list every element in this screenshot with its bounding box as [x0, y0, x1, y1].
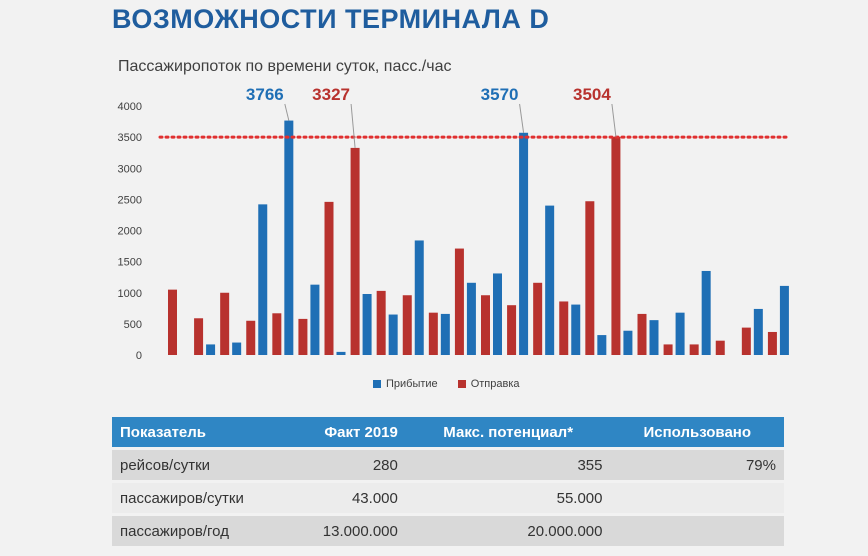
bar-arrival [388, 314, 398, 355]
bar-departure [611, 136, 621, 355]
annotation-leader [519, 103, 525, 133]
table-row: рейсов/сутки 280 355 79% [112, 450, 784, 480]
table-row: пассажиров/год 13.000.000 20.000.000 [112, 516, 784, 546]
annotation-leader [284, 103, 290, 121]
cell-indicator: пассажиров/сутки [112, 483, 278, 513]
header-indicator: Показатель [112, 417, 278, 447]
annotation-leader [611, 103, 617, 137]
legend-swatch-departure [457, 380, 466, 388]
cell-fact: 43.000 [278, 483, 406, 513]
bar-departure [689, 344, 699, 355]
bar-departure [507, 305, 517, 355]
chart-legend: Прибытие Отправка [373, 378, 520, 390]
bar-departure [246, 320, 256, 355]
legend-label-arrival: Прибытие [386, 378, 438, 390]
bar-arrival [545, 205, 555, 355]
bar-arrival [206, 344, 216, 355]
bar-departure [663, 344, 673, 355]
annotation-label: 3327 [312, 85, 350, 104]
cell-used [610, 483, 784, 513]
bar-arrival [675, 312, 685, 355]
bar-arrival [649, 320, 659, 355]
cell-potential: 55.000 [405, 483, 611, 513]
y-tick-label: 3000 [118, 163, 142, 175]
bar-departure [324, 201, 334, 355]
bar-chart: 0 500 1000 1500 2000 2500 3000 3500 4000 3766 3327… [118, 85, 789, 362]
bar-arrival [466, 282, 476, 355]
bar-departure [402, 295, 412, 355]
cell-used: 79% [610, 450, 784, 480]
bar-departure [741, 327, 751, 355]
table-row: пассажиров/сутки 43.000 55.000 [112, 483, 784, 513]
header-max-potential: Макс. потенциал* [405, 417, 611, 447]
table-header-row: Показатель Факт 2019 Макс. потенциал* Ис… [112, 417, 784, 447]
y-tick-label: 500 [124, 319, 142, 331]
cell-potential: 355 [405, 450, 611, 480]
bar-arrival [258, 204, 268, 355]
legend-label-departure: Отправка [470, 378, 520, 390]
cell-indicator: пассажиров/год [112, 516, 278, 546]
bar-departure [272, 313, 282, 355]
annotation-label: 3570 [481, 85, 519, 104]
bar-departure [350, 147, 360, 355]
bar-arrival [284, 120, 294, 355]
y-tick-label: 0 [136, 350, 142, 362]
bar-arrival [310, 284, 320, 355]
chart-title: Пассажиропоток по времени суток, пасс./ч… [118, 58, 452, 75]
page-title: ВОЗМОЖНОСТИ ТЕРМИНАЛА D [112, 4, 550, 34]
y-tick-label: 2500 [118, 194, 142, 206]
y-tick-label: 3500 [118, 132, 142, 144]
header-fact-2019: Факт 2019 [278, 417, 406, 447]
legend-swatch-arrival [373, 380, 381, 388]
y-tick-label: 2000 [118, 226, 142, 238]
bar-arrival [571, 304, 581, 355]
bar-arrival [519, 132, 529, 355]
bar-arrival [362, 293, 372, 355]
annotation-label: 3766 [246, 85, 284, 104]
bar-arrival [414, 240, 424, 355]
cell-fact: 280 [278, 450, 406, 480]
bar-arrival [336, 351, 346, 355]
stats-table: Показатель Факт 2019 Макс. потенциал* Ис… [112, 414, 784, 549]
bar-arrival [701, 270, 711, 355]
y-tick-label: 1500 [118, 257, 142, 269]
bar-arrival [232, 342, 242, 355]
bar-departure [194, 318, 204, 355]
annotation-label: 3504 [573, 85, 611, 104]
bar-arrival [440, 313, 450, 355]
cell-indicator: рейсов/сутки [112, 450, 278, 480]
bar-arrival [597, 335, 607, 355]
bar-arrival [753, 308, 763, 355]
legend-item-departure: Отправка [457, 378, 520, 390]
cell-fact: 13.000.000 [278, 516, 406, 546]
bar-departure [376, 290, 386, 355]
bar-departure [767, 331, 777, 355]
bar-arrival [623, 330, 633, 355]
bar-departure [428, 312, 438, 355]
bar-departure [168, 289, 177, 355]
bar-departure [585, 201, 595, 355]
bar-departure [559, 301, 569, 355]
y-tick-label: 1000 [118, 288, 142, 300]
bar-departure [715, 340, 725, 355]
bar-arrival [493, 273, 502, 355]
bar-departure [454, 248, 464, 355]
header-used: Использовано [610, 417, 784, 447]
bar-arrival [779, 285, 789, 355]
bar-departure [637, 313, 647, 355]
y-tick-label: 4000 [118, 101, 142, 113]
bar-departure [298, 318, 308, 355]
bar-departure [220, 292, 230, 355]
bar-departure [481, 295, 490, 355]
cell-used [610, 516, 784, 546]
legend-item-arrival: Прибытие [373, 378, 438, 390]
annotation-leader [350, 103, 356, 148]
bar-departure [533, 282, 543, 355]
cell-potential: 20.000.000 [405, 516, 611, 546]
